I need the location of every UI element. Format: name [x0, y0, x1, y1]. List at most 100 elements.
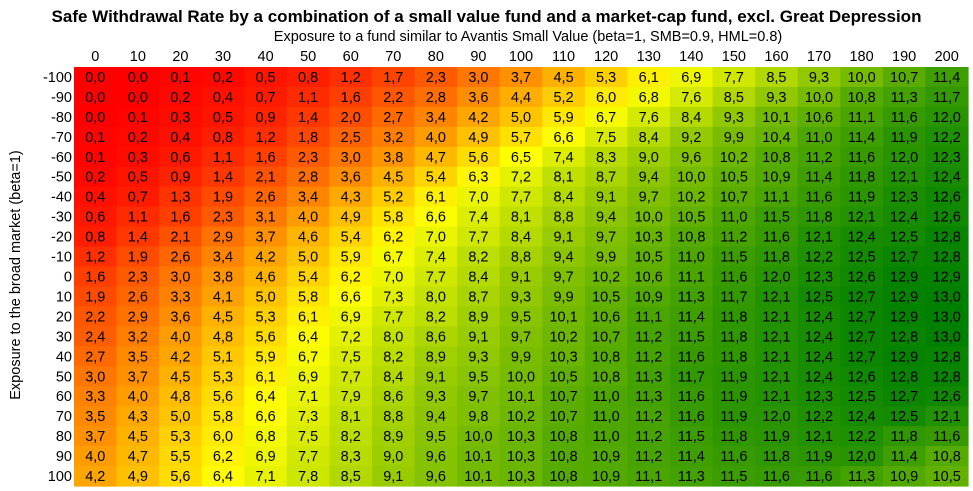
cell-value-label: 7,9: [341, 389, 361, 405]
cell-value-label: 12,4: [890, 210, 918, 226]
heatmap-cell: [201, 266, 245, 288]
heatmap-cell: [797, 106, 841, 128]
cell-value-label: 12,8: [933, 349, 961, 365]
cell-value-label: 9,7: [553, 270, 573, 286]
heatmap-cell: [627, 146, 671, 168]
cell-value-label: 4,2: [468, 110, 488, 126]
heatmap-cell: [372, 406, 416, 427]
cell-value-label: 8,7: [468, 289, 488, 305]
heatmap-cell: [286, 226, 331, 248]
heatmap-cell: [74, 206, 118, 228]
cell-value-label: 4,3: [128, 409, 148, 425]
heatmap-cell: [882, 206, 927, 228]
cell-value-label: 2,4: [85, 329, 105, 345]
heatmap-cell: [925, 126, 969, 148]
heatmap-cell: [840, 286, 884, 308]
cell-value-label: 8,3: [596, 150, 616, 166]
cell-value-label: 2,7: [85, 349, 105, 365]
heatmap-cell: [755, 106, 799, 128]
heatmap-cell: [329, 166, 373, 188]
heatmap-cell: [457, 286, 501, 308]
heatmap-cell: [584, 406, 629, 427]
cell-value-label: 4,3: [341, 190, 361, 206]
cell-value-label: 11,7: [933, 90, 960, 106]
heatmap-cell: [201, 346, 245, 367]
heatmap-cell: [542, 106, 586, 128]
cell-value-label: 0,8: [298, 70, 318, 86]
cell-value-label: 10,1: [762, 110, 790, 126]
cell-value-label: 10,8: [592, 349, 620, 365]
heatmap-cell: [584, 206, 629, 228]
cell-value-label: 12,8: [933, 369, 961, 385]
heatmap-cell: [670, 426, 714, 447]
cell-value-label: 1,2: [85, 250, 105, 266]
heatmap-cell: [755, 86, 799, 108]
cell-value-label: 11,6: [763, 469, 790, 485]
cell-value-label: 7,2: [341, 329, 361, 345]
cell-value-label: 10,3: [549, 349, 577, 365]
heatmap-cell: [584, 366, 629, 387]
heatmap-cell: [329, 106, 373, 128]
cell-value-label: 1,2: [255, 130, 275, 146]
heatmap-cell: [159, 446, 203, 467]
cell-value-label: 11,1: [635, 309, 662, 325]
heatmap-cell: [542, 346, 586, 367]
heatmap-cell: [627, 186, 671, 208]
cell-value-label: 5,6: [255, 329, 275, 345]
heatmap-cell: [840, 186, 884, 208]
cell-value-label: 11,6: [891, 110, 918, 126]
heatmap-cell: [584, 246, 629, 268]
cell-value-label: 3,4: [426, 110, 446, 126]
heatmap-cell: [670, 446, 714, 467]
cell-value-label: 12,5: [890, 230, 918, 246]
heatmap-cell: [159, 226, 203, 248]
cell-value-label: 11,3: [635, 389, 662, 405]
heatmap-cell: [372, 426, 416, 447]
heatmap-cell: [74, 286, 118, 308]
cell-value-label: 7,1: [255, 469, 275, 485]
heatmap-cell: [797, 386, 841, 407]
x-tick-label: 110: [552, 49, 575, 65]
cell-value-label: 12,1: [762, 349, 790, 365]
heatmap-cell: [882, 406, 927, 427]
cell-value-label: 11,9: [891, 130, 918, 146]
heatmap-cell: [925, 406, 969, 427]
cell-value-label: 11,2: [635, 429, 662, 445]
heatmap-cell: [670, 246, 714, 268]
cell-value-label: 9,3: [809, 70, 829, 86]
cell-value-label: 9,1: [596, 190, 616, 206]
heatmap-cell: [840, 226, 884, 248]
cell-value-label: 8,2: [426, 309, 446, 325]
heatmap-cell: [329, 386, 373, 407]
cell-value-label: 5,6: [213, 389, 233, 405]
cell-value-label: 11,8: [720, 329, 747, 345]
cell-value-label: 0,2: [213, 70, 233, 86]
heatmap-cell: [159, 286, 203, 308]
cell-value-label: 11,6: [763, 230, 790, 246]
cell-value-label: 7,7: [724, 70, 744, 86]
cell-value-label: 4,9: [128, 469, 148, 485]
heatmap-cell: [840, 126, 884, 148]
heatmap-cell: [499, 306, 543, 327]
x-tick-label: 130: [637, 49, 661, 65]
cell-value-label: 10,5: [549, 369, 577, 385]
cell-value-label: 5,2: [383, 190, 403, 206]
heatmap-cell: [286, 206, 331, 228]
cell-value-label: 11,6: [678, 349, 705, 365]
cell-value-label: 12,2: [933, 130, 961, 146]
cell-value-label: 1,7: [383, 70, 403, 86]
cell-value-label: 4,2: [255, 250, 275, 266]
cell-value-label: 9,1: [553, 230, 573, 246]
heatmap-cell: [542, 286, 586, 308]
cell-value-label: 1,3: [170, 190, 190, 206]
cell-value-label: 12,9: [890, 289, 918, 305]
heatmap-cell: [584, 346, 629, 367]
heatmap-cell: [116, 326, 160, 347]
cell-value-label: 0,9: [255, 110, 275, 126]
cell-value-label: 3,5: [85, 409, 105, 425]
heatmap-cell: [499, 106, 543, 128]
heatmap-cell: [840, 146, 884, 168]
heatmap-cell: [925, 306, 969, 327]
cell-value-label: 9,3: [724, 110, 744, 126]
cell-value-label: 2,1: [255, 170, 275, 186]
